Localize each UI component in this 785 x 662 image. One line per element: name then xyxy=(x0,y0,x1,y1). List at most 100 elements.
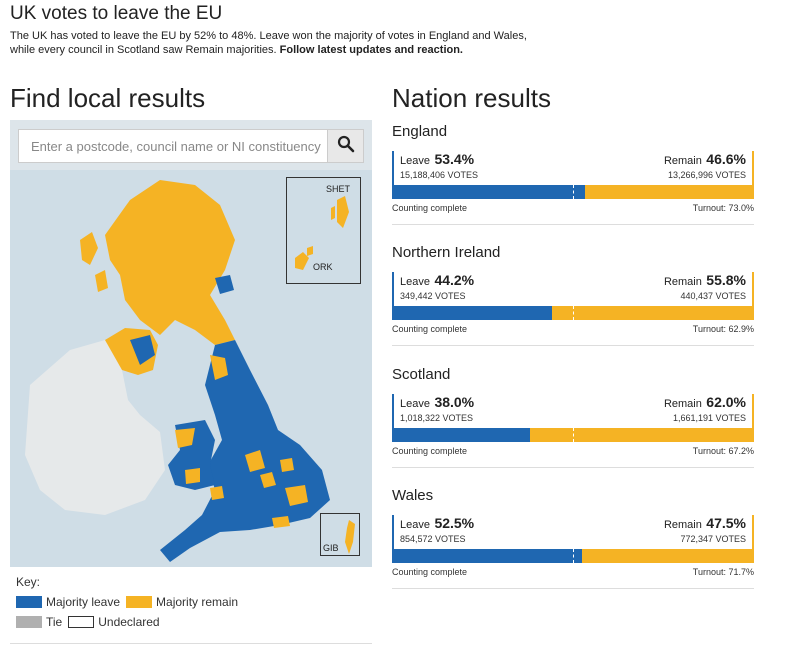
shetland-label: SHET xyxy=(325,184,350,194)
majority-line xyxy=(573,185,574,199)
nation-name: Scotland xyxy=(392,366,451,383)
uk-results-map[interactable]: SHET ORK GIB xyxy=(10,170,372,567)
leave-percentage: 44.2% xyxy=(434,272,475,288)
result-row: Leave 53.4% 15,188,406 VOTES Remain 46.6% 1… xyxy=(392,151,754,185)
nation-name: Northern Ireland xyxy=(392,244,501,261)
england-remain-bristol xyxy=(210,486,224,500)
leave-word: Leave xyxy=(400,398,430,410)
result-bar xyxy=(392,428,754,442)
counting-status: Counting complete xyxy=(392,324,468,334)
leave-percentage: 52.5% xyxy=(434,515,475,531)
remain-votes: 1,661,191 VOTES xyxy=(672,413,746,423)
key-remain-label: Majority remain xyxy=(156,595,239,609)
wales-remain-areas xyxy=(175,428,200,484)
key-row-1: Majority leave Majority remain xyxy=(16,595,244,609)
undeclared-swatch xyxy=(68,616,95,628)
updates-link[interactable]: Follow latest updates and reaction. xyxy=(279,44,463,56)
leave-result: Leave 53.4% 15,188,406 VOTES xyxy=(392,151,478,185)
england-remain-brighton xyxy=(272,516,290,528)
leave-votes: 1,018,322 VOTES xyxy=(400,413,474,423)
uk-map-graphic xyxy=(25,180,330,562)
remain-votes: 13,266,996 VOTES xyxy=(667,170,746,180)
map-panel: SHET ORK GIB xyxy=(10,120,372,567)
turnout: Turnout: 71.7% xyxy=(692,567,754,577)
counting-status: Counting complete xyxy=(392,446,468,456)
nation-card[interactable]: Scotland Leave 38.0% 1,018,322 VOTES Remain… xyxy=(392,366,754,468)
page-headline: UK votes to leave the EU xyxy=(10,3,223,24)
leave-word: Leave xyxy=(400,155,430,167)
england-remain-oxbridge xyxy=(260,458,294,488)
key-undeclared-label: Undeclared xyxy=(98,615,160,629)
leave-result: Leave 52.5% 854,572 VOTES xyxy=(392,515,474,549)
leave-swatch xyxy=(16,596,42,608)
remain-word: Remain xyxy=(663,276,702,288)
scotland-hebrides xyxy=(80,232,108,292)
leave-bar-fill xyxy=(392,185,586,199)
england-remain-mid xyxy=(245,450,265,472)
turnout: Turnout: 62.9% xyxy=(692,324,754,334)
intro-line-1: The UK has voted to leave the EU by 52% … xyxy=(10,30,527,42)
result-bar xyxy=(392,549,754,563)
majority-line xyxy=(573,306,574,320)
england-region xyxy=(160,340,330,562)
key-title: Key: xyxy=(16,575,41,589)
gibraltar-inset[interactable]: GIB xyxy=(320,513,360,556)
counting-status: Counting complete xyxy=(392,203,468,213)
leave-word: Leave xyxy=(400,519,430,531)
result-footer: Counting complete Turnout: 67.2% xyxy=(392,446,754,468)
shetland-orkney-inset[interactable]: SHET ORK xyxy=(286,177,361,284)
search-box xyxy=(18,129,364,163)
leave-votes: 854,572 VOTES xyxy=(400,534,466,544)
remain-percentage: 47.5% xyxy=(706,515,746,531)
nation-name: England xyxy=(392,123,448,140)
england-remain-north xyxy=(210,355,228,380)
key-tie-label: Tie xyxy=(46,615,63,629)
intro-text: The UK has voted to leave the EU by 52% … xyxy=(10,29,530,57)
result-row: Leave 38.0% 1,018,322 VOTES Remain 62.0% 1,… xyxy=(392,394,754,428)
remain-percentage: 46.6% xyxy=(706,151,746,167)
scotland-moray-leave xyxy=(215,275,234,294)
remain-word: Remain xyxy=(663,398,702,410)
leave-votes: 349,442 VOTES xyxy=(400,291,466,301)
remain-result: Remain 55.8% 440,437 VOTES xyxy=(664,272,754,306)
leave-result: Leave 38.0% 1,018,322 VOTES xyxy=(392,394,474,428)
nation-name: Wales xyxy=(392,487,434,504)
bottom-divider xyxy=(10,643,372,644)
find-local-title: Find local results xyxy=(10,83,206,113)
intro-line-2: while every council in Scotland saw Rema… xyxy=(10,44,277,56)
remain-result: Remain 62.0% 1,661,191 VOTES xyxy=(664,394,754,428)
result-bar xyxy=(392,185,754,199)
remain-word: Remain xyxy=(663,155,702,167)
result-footer: Counting complete Turnout: 71.7% xyxy=(392,567,754,589)
remain-swatch xyxy=(126,596,153,608)
turnout: Turnout: 67.2% xyxy=(692,446,754,456)
nation-results-title: Nation results xyxy=(392,83,551,113)
leave-word: Leave xyxy=(400,276,430,288)
leave-result: Leave 44.2% 349,442 VOTES xyxy=(392,272,474,306)
search-button[interactable] xyxy=(327,130,363,162)
key-row-2: Tie Undeclared xyxy=(16,615,166,629)
leave-bar-fill xyxy=(392,428,530,442)
postcode-search-input[interactable] xyxy=(19,130,329,162)
leave-percentage: 53.4% xyxy=(434,151,475,167)
search-icon xyxy=(337,135,355,158)
gibraltar-label: GIB xyxy=(323,543,339,553)
scotland-region xyxy=(105,180,235,345)
remain-votes: 772,347 VOTES xyxy=(680,534,746,544)
remain-percentage: 55.8% xyxy=(706,272,746,288)
nation-card[interactable]: Northern Ireland Leave 44.2% 349,442 VOTES… xyxy=(392,244,754,346)
nation-card[interactable]: England Leave 53.4% 15,188,406 VOTES Remain… xyxy=(392,123,754,225)
result-row: Leave 44.2% 349,442 VOTES Remain 55.8% 440,… xyxy=(392,272,754,306)
nation-card[interactable]: Wales Leave 52.5% 854,572 VOTES Remain 47.5… xyxy=(392,487,754,589)
leave-votes: 15,188,406 VOTES xyxy=(400,170,479,180)
result-footer: Counting complete Turnout: 73.0% xyxy=(392,203,754,225)
orkney-label: ORK xyxy=(313,262,333,272)
remain-result: Remain 47.5% 772,347 VOTES xyxy=(664,515,754,549)
england-remain-london xyxy=(285,485,308,506)
remain-word: Remain xyxy=(663,519,702,531)
remain-result: Remain 46.6% 13,266,996 VOTES xyxy=(664,151,754,185)
remain-votes: 440,437 VOTES xyxy=(680,291,746,301)
key-leave-label: Majority leave xyxy=(46,595,121,609)
northern-ireland-leave-areas xyxy=(130,335,155,365)
remain-percentage: 62.0% xyxy=(706,394,746,410)
